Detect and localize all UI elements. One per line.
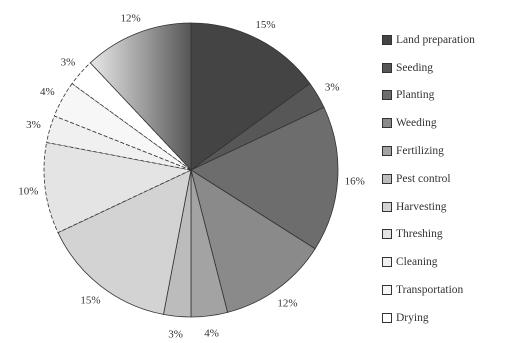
data-label-weeding: 12% (277, 298, 297, 310)
legend-label: Drying (396, 311, 429, 324)
legend-swatch (382, 173, 392, 184)
data-label-harvesting: 15% (80, 295, 100, 307)
legend-label: Pest control (396, 172, 451, 185)
data-label-pest-control: 3% (168, 328, 183, 340)
pie-slice-threshing (43, 141, 193, 234)
legend-item-cleaning: Cleaning (382, 248, 507, 276)
legend-swatch (382, 229, 392, 240)
legend-item-harvesting: Harvesting (382, 193, 507, 221)
legend-label: Weeding (396, 117, 437, 130)
legend-swatch (382, 312, 392, 323)
legend-item-land-preparation: Land preparation (382, 26, 507, 54)
data-label-cleaning: 3% (26, 119, 41, 131)
pie-slice-unlabeled-11 (89, 22, 192, 172)
legend-item-drying: Drying (382, 304, 507, 332)
legend-item-fertilizing: Fertilizing (382, 137, 507, 165)
legend-swatch (382, 90, 392, 101)
pie-slice-weeding (190, 169, 316, 313)
legend-swatch (382, 257, 392, 268)
legend-item-planting: Planting (382, 82, 507, 110)
data-label-land-preparation: 15% (255, 19, 275, 31)
chart-legend: Land preparation Seeding Planting Weeding Fe… (382, 26, 507, 332)
data-label-drying: 3% (61, 57, 76, 69)
legend-item-transportation: Transportation (382, 276, 507, 304)
legend-swatch (382, 146, 392, 157)
legend-swatch (382, 118, 392, 129)
pie-slice-planting (190, 106, 339, 250)
legend-swatch (382, 285, 392, 296)
legend-label: Land preparation (396, 33, 475, 46)
legend-item-threshing: Threshing (382, 221, 507, 249)
pie-chart-plot: 15% 3% 16% 12% 4% 3% 15% 10% 3% 4% 3% 12% (18, 13, 365, 341)
data-label-transportation: 4% (40, 86, 55, 98)
data-label-fertilizing: 4% (204, 328, 219, 340)
legend-item-pest-control: Pest control (382, 165, 507, 193)
legend-swatch (382, 34, 392, 45)
data-label-seeding: 3% (325, 82, 340, 94)
legend-label: Transportation (396, 284, 464, 297)
pie-slice-harvesting (57, 169, 192, 315)
legend-label: Seeding (396, 61, 434, 74)
pie-slice-land-preparation (190, 22, 311, 171)
legend-label: Threshing (396, 228, 443, 241)
pie-slices (43, 22, 339, 318)
data-label-unlabeled-11: 12% (121, 13, 141, 25)
pie-data-labels: 15% 3% 16% 12% 4% 3% 15% 10% 3% 4% 3% 12% (18, 13, 365, 341)
legend-item-weeding: Weeding (382, 109, 507, 137)
data-label-planting: 16% (345, 175, 365, 187)
legend-label: Planting (396, 89, 435, 102)
legend-label: Harvesting (396, 200, 447, 213)
legend-swatch (382, 62, 392, 73)
legend-item-seeding: Seeding (382, 54, 507, 82)
legend-swatch (382, 201, 392, 212)
legend-label: Fertilizing (396, 145, 444, 158)
data-label-threshing: 10% (18, 186, 38, 198)
legend-label: Cleaning (396, 256, 438, 269)
